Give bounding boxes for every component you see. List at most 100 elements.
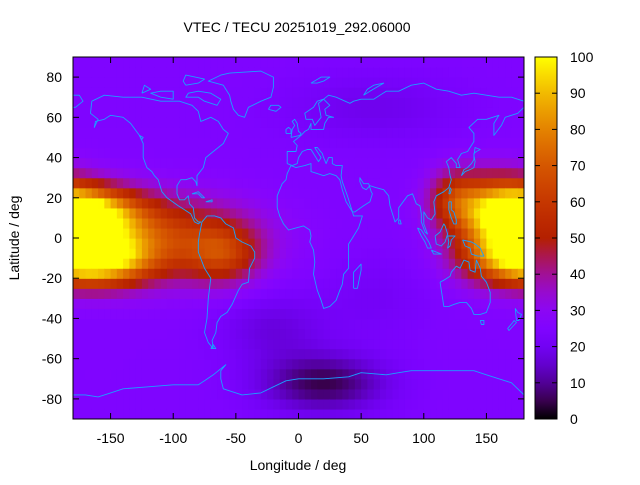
heatmap-cell <box>166 97 174 108</box>
heatmap-cell <box>329 197 337 209</box>
heatmap-cell <box>254 87 262 98</box>
heatmap-cell <box>348 238 356 249</box>
heatmap-cell <box>404 308 412 320</box>
heatmap-cell <box>185 258 193 269</box>
heatmap-cell <box>461 77 469 88</box>
heatmap-cell <box>436 398 444 410</box>
heatmap-cell <box>85 278 93 289</box>
colorbar-tick-label: 50 <box>570 230 586 246</box>
heatmap-cell <box>417 398 425 410</box>
heatmap-cell <box>317 207 325 219</box>
heatmap-cell <box>473 177 481 189</box>
heatmap-cell <box>373 268 381 279</box>
heatmap-cell <box>279 167 287 179</box>
heatmap-cell <box>411 258 419 269</box>
heatmap-cell <box>148 77 156 88</box>
heatmap-cell <box>461 268 469 279</box>
heatmap-cell <box>404 318 412 330</box>
heatmap-cell <box>517 137 524 149</box>
heatmap-cell <box>173 378 181 390</box>
heatmap-cell <box>154 167 162 179</box>
heatmap-cell <box>329 227 337 239</box>
heatmap-cell <box>248 308 256 320</box>
heatmap-cell <box>354 258 362 269</box>
heatmap-cell <box>91 147 99 159</box>
heatmap-cell <box>329 338 337 350</box>
heatmap-cell <box>392 57 400 68</box>
heatmap-cell <box>379 77 387 88</box>
heatmap-cell <box>116 207 124 219</box>
heatmap-cell <box>361 248 368 259</box>
heatmap-cell <box>116 227 124 239</box>
heatmap-cell <box>511 57 519 68</box>
heatmap-cell <box>104 187 112 199</box>
heatmap-cell <box>486 217 494 229</box>
heatmap-cell <box>223 368 231 380</box>
heatmap-cell <box>379 258 387 269</box>
heatmap-cell <box>260 388 268 400</box>
heatmap-cell <box>398 147 406 159</box>
heatmap-cell <box>417 57 425 68</box>
heatmap-cell <box>285 117 293 128</box>
heatmap-cell <box>129 97 137 108</box>
heatmap-cell <box>348 227 356 239</box>
heatmap-cell <box>204 67 212 78</box>
heatmap-cell <box>292 238 300 249</box>
heatmap-cell <box>173 117 181 128</box>
heatmap-cell <box>116 318 124 330</box>
heatmap-cell <box>411 318 419 330</box>
heatmap-cell <box>235 117 243 128</box>
heatmap-cell <box>336 288 343 299</box>
heatmap-cell <box>104 77 112 88</box>
heatmap-cell <box>129 167 137 179</box>
heatmap-cell <box>323 227 331 239</box>
heatmap-cell <box>98 318 105 330</box>
heatmap-cell <box>154 298 162 309</box>
heatmap-cell <box>285 308 293 320</box>
heatmap-cell <box>110 298 118 309</box>
heatmap-cell <box>148 268 156 279</box>
heatmap-cell <box>486 207 494 219</box>
heatmap-cell <box>430 187 437 199</box>
heatmap-cell <box>260 318 268 330</box>
heatmap-cell <box>336 388 343 400</box>
heatmap-cell <box>367 157 375 169</box>
heatmap-cell <box>304 77 312 88</box>
heatmap-cell <box>436 318 444 330</box>
heatmap-cell <box>336 358 343 370</box>
heatmap-cell <box>323 167 331 179</box>
heatmap-cell <box>179 137 187 149</box>
heatmap-cell <box>91 368 99 380</box>
heatmap-cell <box>511 358 519 370</box>
heatmap-cell <box>98 197 105 209</box>
heatmap-cell <box>329 157 337 169</box>
heatmap-cell <box>135 217 143 229</box>
heatmap-cell <box>235 127 243 139</box>
heatmap-cell <box>135 358 143 370</box>
heatmap-cell <box>480 258 488 269</box>
heatmap-cell <box>267 77 275 88</box>
heatmap-cell <box>461 408 469 419</box>
heatmap-cell <box>166 167 174 179</box>
heatmap-cell <box>104 298 112 309</box>
heatmap-cell <box>386 408 394 419</box>
coastline <box>460 147 481 177</box>
heatmap-cell <box>492 167 500 179</box>
heatmap-cell <box>448 238 456 249</box>
heatmap-cell <box>498 137 506 149</box>
heatmap-cell <box>486 248 494 259</box>
heatmap-cell <box>179 187 187 199</box>
heatmap-cell <box>361 288 368 299</box>
heatmap-cell <box>116 348 124 360</box>
heatmap-cell <box>354 348 362 360</box>
heatmap-cell <box>430 288 437 299</box>
heatmap-cell <box>79 177 87 189</box>
heatmap-cell <box>505 348 513 360</box>
heatmap-cell <box>248 167 256 179</box>
heatmap-cell <box>242 298 249 309</box>
heatmap-cell <box>342 388 350 400</box>
heatmap-cell <box>304 177 312 189</box>
heatmap-cell <box>442 298 450 309</box>
heatmap-cell <box>110 197 118 209</box>
heatmap-cell <box>242 167 249 179</box>
